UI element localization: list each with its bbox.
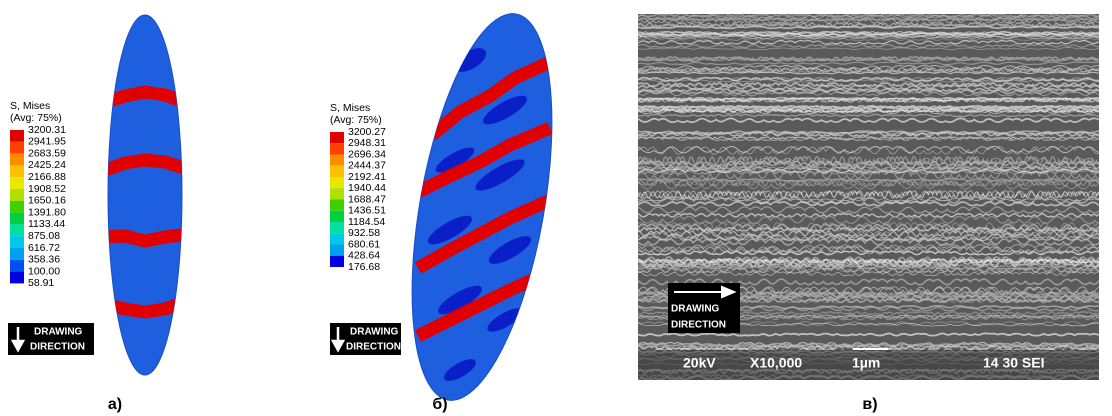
legend-label: 2696.34 <box>348 148 386 160</box>
legend-label: 616.72 <box>28 242 60 254</box>
legend-label: 2948.31 <box>348 137 386 149</box>
direction-text: DRAWING <box>350 327 399 338</box>
legend-label: 1436.51 <box>348 205 386 217</box>
direction-text: DIRECTION <box>671 320 726 331</box>
legend-swatch <box>10 165 24 177</box>
legend-swatch <box>10 130 24 142</box>
legend-label: 358.36 <box>28 254 60 266</box>
legend-label: 1908.52 <box>28 183 66 195</box>
legend-b: S, Mises(Avg: 75%)3200.272948.312696.342… <box>330 102 386 273</box>
legend-swatch <box>10 224 24 236</box>
legend-swatch <box>330 166 344 177</box>
legend-swatch <box>10 236 24 248</box>
direction-box-a: DRAWING DIRECTION <box>8 323 94 355</box>
legend-label: 1688.47 <box>348 193 386 205</box>
legend-a: S, Mises(Avg: 75%)3200.312941.952683.592… <box>10 100 66 289</box>
legend-label: 2444.37 <box>348 160 386 172</box>
legend-swatch <box>10 201 24 213</box>
legend-swatch <box>10 260 24 272</box>
legend-swatch <box>330 177 344 188</box>
legend-swatch <box>10 142 24 154</box>
sem-info: 14 30 SEI <box>983 355 1045 371</box>
legend-label: 2192.41 <box>348 171 386 183</box>
legend-swatch <box>330 200 344 211</box>
legend-label: 58.91 <box>28 277 54 289</box>
sem-info: 20kV <box>683 355 716 371</box>
legend-label: 932.58 <box>348 227 380 239</box>
sem-info: 1µm <box>852 355 880 371</box>
legend-label: 2683.59 <box>28 147 66 159</box>
legend-swatch <box>10 189 24 201</box>
sem-info: X10,000 <box>750 355 802 371</box>
legend-swatch <box>10 154 24 166</box>
fem-model-b <box>387 3 577 411</box>
legend-swatch <box>330 256 344 267</box>
legend-label: 2425.24 <box>28 159 66 171</box>
legend-label: 3200.31 <box>28 124 66 136</box>
legend-swatch <box>10 177 24 189</box>
legend-label: 2941.95 <box>28 136 66 148</box>
direction-text: DIRECTION <box>30 342 85 353</box>
legend-subtitle: (Avg: 75%) <box>330 114 382 126</box>
legend-swatch <box>330 132 344 143</box>
legend-swatch <box>330 211 344 222</box>
legend-label: 1391.80 <box>28 206 66 218</box>
legend-label: 3200.27 <box>348 126 386 138</box>
fem-model-a <box>100 15 190 375</box>
panel-label: б) <box>432 396 447 413</box>
figure: S, Mises(Avg: 75%)3200.312941.952683.592… <box>0 0 1112 416</box>
legend-label: 176.68 <box>348 261 380 273</box>
panel-label: а) <box>108 396 122 413</box>
legend-swatch <box>10 213 24 225</box>
legend-swatch <box>330 143 344 154</box>
legend-subtitle: (Avg: 75%) <box>10 112 62 124</box>
legend-label: 428.64 <box>348 250 380 262</box>
legend-swatch <box>330 155 344 166</box>
legend-label: 680.61 <box>348 238 380 250</box>
legend-title: S, Mises <box>330 102 370 114</box>
legend-swatch <box>330 245 344 256</box>
direction-text: DIRECTION <box>346 342 401 353</box>
panel-label: в) <box>862 396 877 413</box>
legend-swatch <box>330 233 344 244</box>
legend-title: S, Mises <box>10 100 50 112</box>
direction-box-b: DRAWING DIRECTION <box>330 323 401 355</box>
legend-swatch <box>10 272 24 284</box>
direction-text: DRAWING <box>34 327 83 338</box>
legend-swatch <box>330 222 344 233</box>
legend-label: 875.08 <box>28 230 60 242</box>
legend-label: 1133.44 <box>28 218 65 230</box>
legend-label: 1184.54 <box>348 216 385 228</box>
legend-label: 1650.16 <box>28 195 66 207</box>
legend-swatch <box>330 188 344 199</box>
legend-label: 2166.88 <box>28 171 66 183</box>
direction-text: DRAWING <box>671 304 720 315</box>
sem-image: DRAWING DIRECTION 20kV X10,000 1µm 14 30… <box>630 13 1112 380</box>
legend-label: 100.00 <box>28 265 60 277</box>
legend-label: 1940.44 <box>348 182 386 194</box>
legend-swatch <box>10 248 24 260</box>
